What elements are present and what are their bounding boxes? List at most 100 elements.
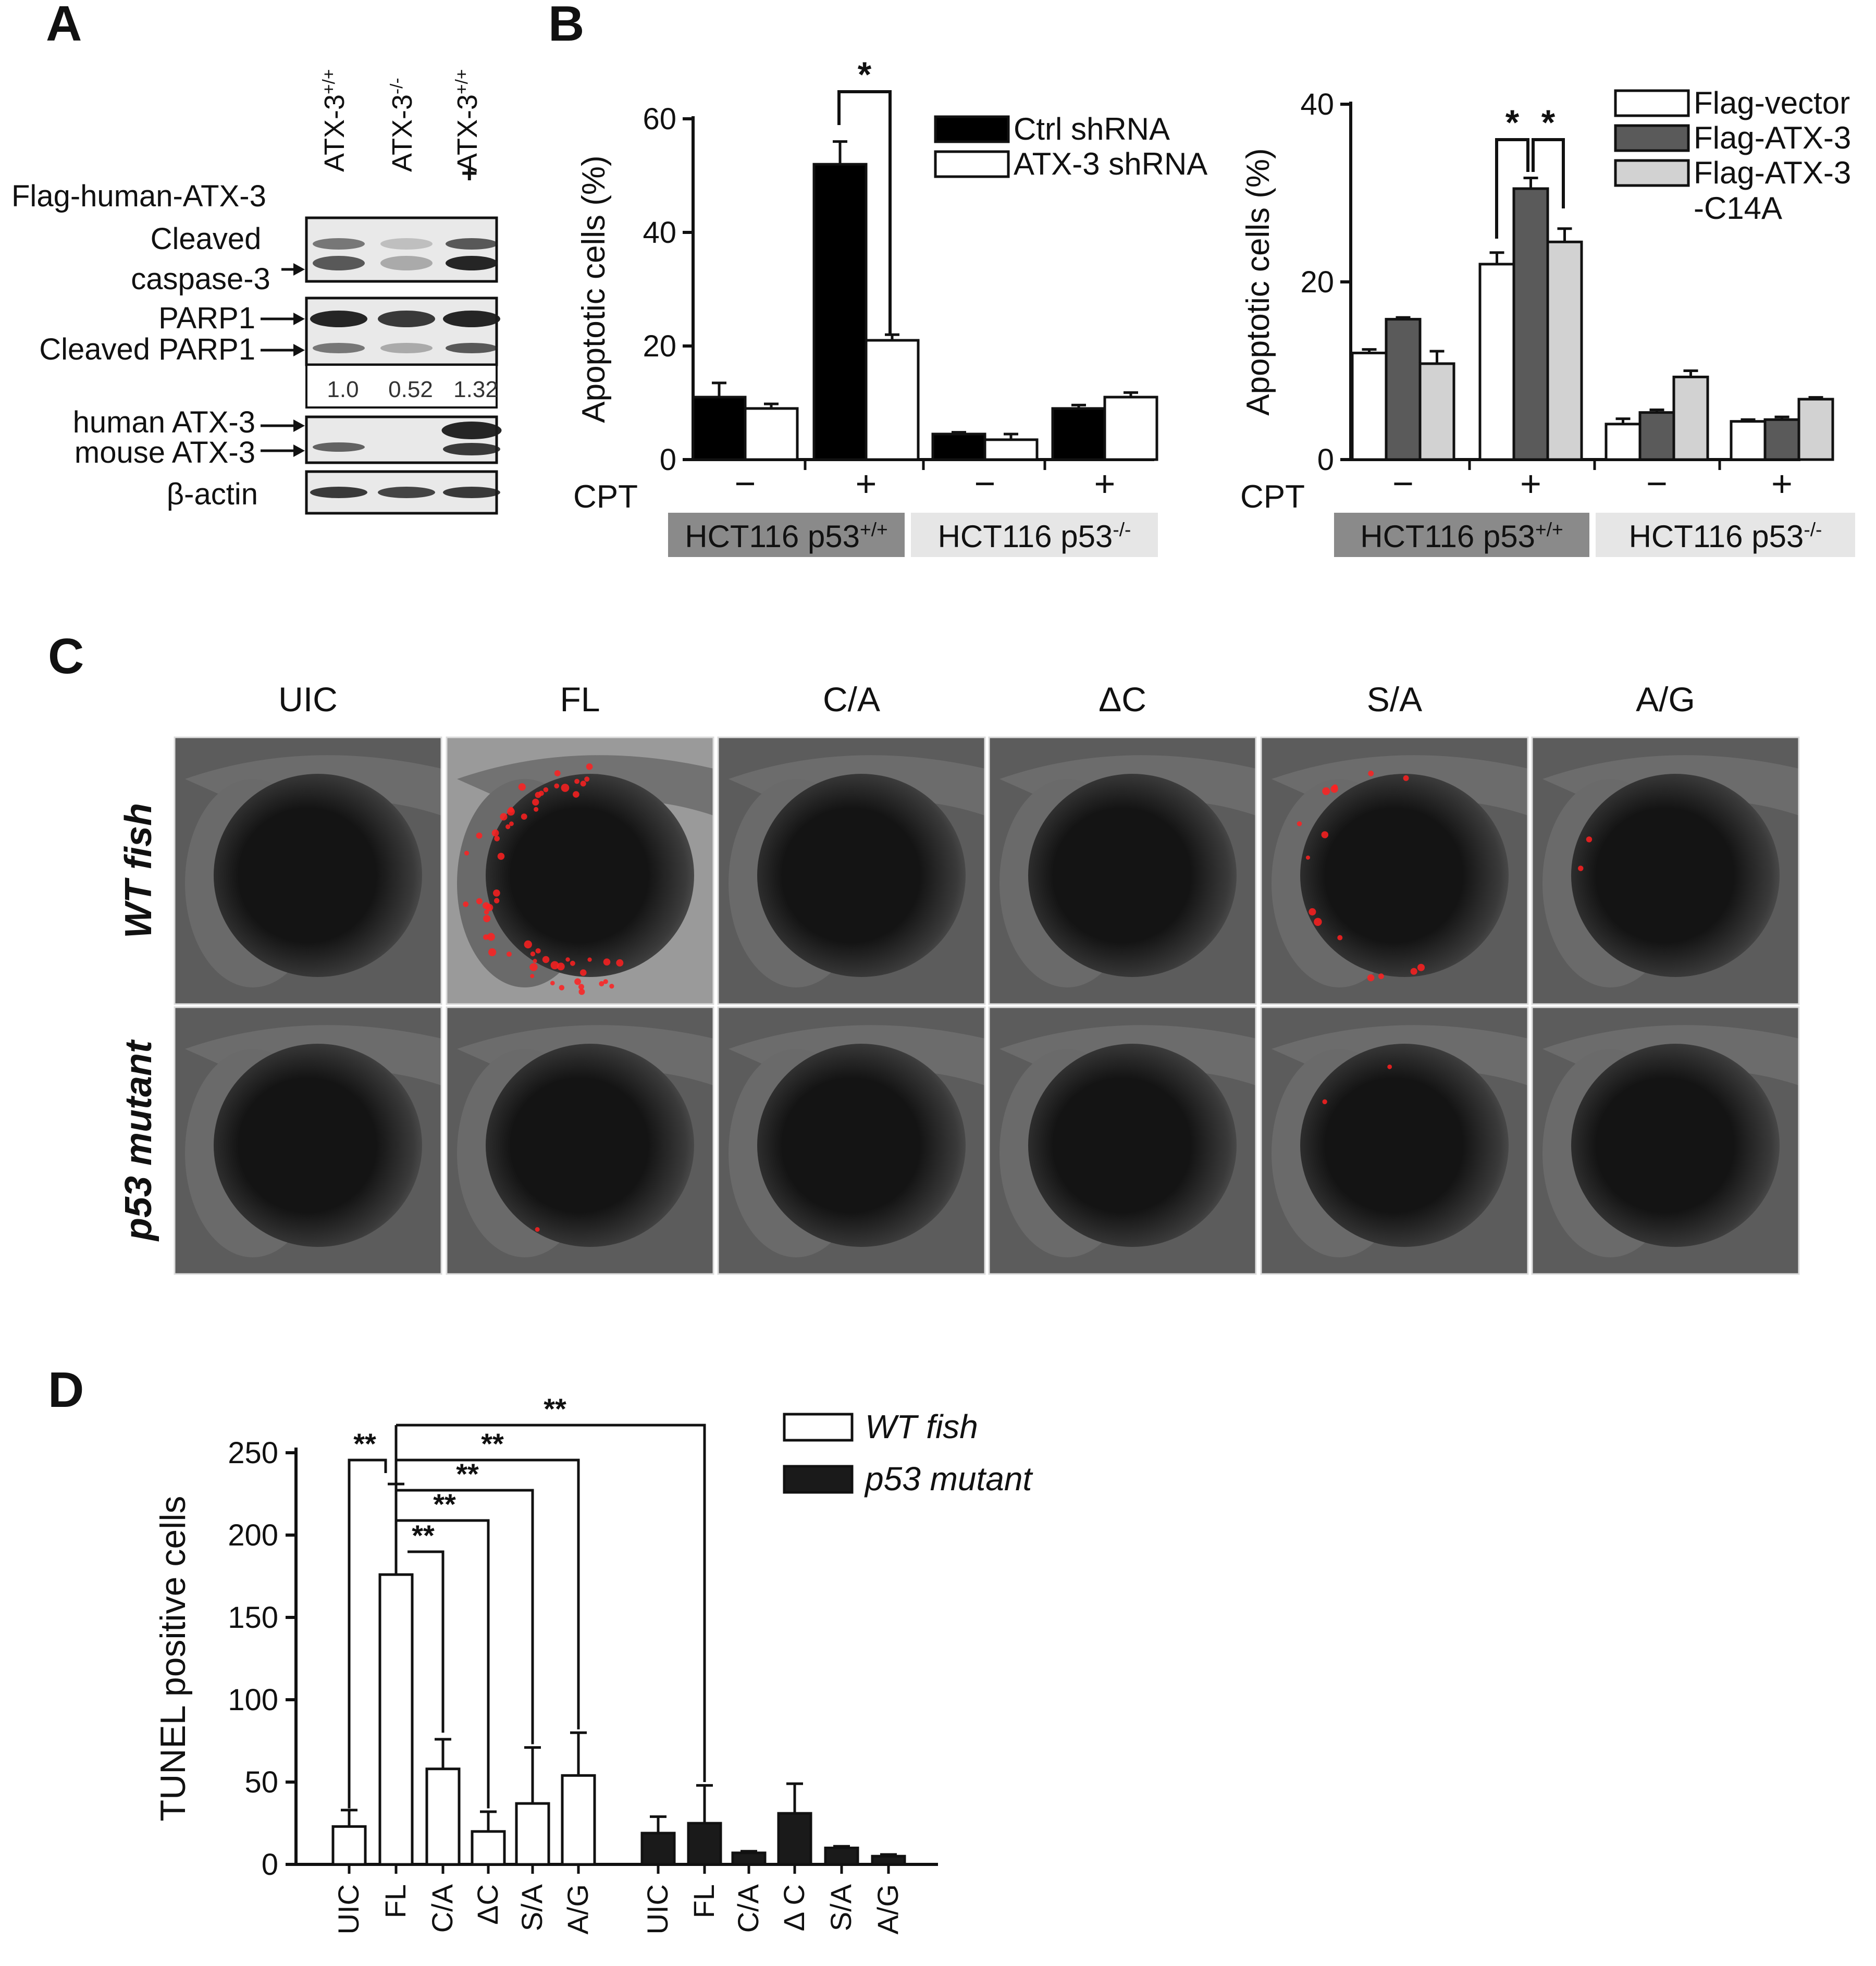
cell-line-box: [668, 513, 905, 557]
x-tick-label: Δ C: [777, 1884, 810, 1931]
image-border: [1260, 1006, 1529, 1275]
embryo-image: [1260, 1006, 1529, 1275]
band-caspase-upper: [446, 238, 498, 250]
tunel-dot: [1322, 787, 1330, 795]
panel-letter-d: D: [48, 1362, 84, 1418]
band-caspase-lower: [380, 256, 433, 270]
tunel-dot: [505, 824, 511, 830]
image-border: [988, 1006, 1257, 1275]
tunel-dot: [535, 792, 541, 798]
cpt-label: CPT: [1240, 479, 1305, 515]
x-tick-label: C/A: [426, 1884, 459, 1933]
tunel-dot: [518, 783, 526, 791]
tunel-dot: [565, 957, 570, 962]
bar: [378, 1573, 414, 1866]
tunel-dot: [476, 898, 483, 905]
band-cleaved-parp1: [380, 343, 433, 353]
bar: [1512, 187, 1549, 461]
cell-line-box: [911, 513, 1158, 557]
bar: [824, 1846, 859, 1866]
tunel-dot: [1403, 775, 1409, 781]
tunel-dot: [521, 813, 527, 820]
embryo-image: [174, 1006, 442, 1275]
label-base: HCT116 p53: [938, 519, 1113, 554]
bar: [1730, 420, 1767, 461]
cpt-sign: −: [1392, 463, 1414, 504]
legend-swatch: [783, 1465, 854, 1494]
band-caspase-lower: [446, 256, 498, 270]
legend-label: -C14A: [1694, 191, 1782, 226]
embryo-yolk: [1028, 1044, 1237, 1247]
y-axis-label: Apoptotic cells (%): [1240, 148, 1276, 415]
significance-mark: **: [481, 1427, 504, 1460]
image-border: [174, 1006, 442, 1275]
label-superscript: +/+: [452, 69, 472, 94]
bar: [561, 1774, 596, 1866]
tunel-dot: [616, 959, 624, 967]
lane-label: ATX-3+/+: [452, 69, 483, 172]
panel-a: ATX-3+/+ATX-3-/-ATX-3+/+Flag-human-ATX-3…: [11, 69, 502, 515]
legend-label: Flag-vector: [1694, 85, 1850, 120]
embryo-yolk: [1300, 774, 1509, 977]
significance-bracket: [396, 1489, 534, 1745]
significance-mark: **: [353, 1427, 376, 1460]
bar: [640, 1832, 676, 1866]
label-superscript: +/+: [1535, 518, 1563, 540]
tunel-dot: [609, 983, 614, 989]
arrow-head: [293, 344, 305, 356]
tunel-dot: [476, 832, 483, 839]
tunel-dot: [1322, 1099, 1327, 1105]
tunel-dot: [494, 835, 500, 842]
embryo-image: [1260, 736, 1529, 1005]
tunel-dot: [535, 948, 541, 954]
panel-c: UIC FL C/A ΔC S/A A/G WT fish p53 mutant: [118, 680, 1800, 1275]
bar: [865, 339, 920, 461]
tunel-dot: [1314, 918, 1322, 926]
cpt-sign: −: [1646, 463, 1668, 504]
band-human-atx3-lower: [443, 443, 500, 455]
tunel-dot: [1387, 1064, 1392, 1069]
significance-mark: **: [433, 1488, 456, 1520]
tunel-dot: [584, 776, 590, 782]
blot-label: caspase-3: [131, 262, 270, 296]
image-border: [988, 736, 1257, 1005]
quant-box: [305, 364, 498, 409]
tunel-dot: [1586, 836, 1593, 843]
bar: [687, 1822, 722, 1866]
cpt-sign: −: [974, 463, 996, 504]
label-base: ATX-3: [319, 94, 350, 172]
panel-letter-c: C: [48, 628, 84, 684]
cpt-sign: −: [735, 463, 756, 504]
significance-mark: **: [456, 1457, 479, 1490]
significance-mark: **: [544, 1392, 566, 1425]
tunel-dot: [486, 904, 493, 911]
tunel-dot: [484, 909, 489, 915]
label-superscript: -/-: [387, 78, 406, 94]
embryo-yolk: [486, 774, 694, 977]
band-cleaved-parp1: [313, 343, 365, 353]
tunel-dot: [509, 821, 514, 826]
tunel-dot: [491, 829, 499, 837]
bar: [812, 163, 868, 461]
tunel-dot: [493, 898, 500, 904]
tunel-dot: [557, 962, 565, 971]
x-tick-label: FL: [687, 1884, 720, 1918]
embryo-yolk: [486, 1044, 694, 1247]
significance-bracket: [1495, 138, 1529, 239]
tunel-dot: [483, 914, 491, 922]
bar: [1763, 418, 1800, 461]
panel-letter-b: B: [548, 0, 584, 52]
tunel-dot: [550, 981, 555, 986]
cpt-sign: +: [1094, 463, 1116, 504]
panel-letter-a: A: [46, 0, 82, 52]
image-border: [174, 736, 442, 1005]
legend-swatch: [1614, 124, 1690, 152]
panel-d-chart: 0 50 100 150 200 250 TUNEL positive cells UIC FL…: [153, 1392, 1033, 1934]
image-border: [1531, 736, 1800, 1005]
label-superscript: -/-: [1804, 518, 1822, 540]
bar: [1103, 395, 1158, 461]
tunel-dot: [578, 988, 585, 995]
column-label: ΔC: [1099, 680, 1146, 719]
bar: [1478, 263, 1515, 461]
tunel-dot: [1305, 855, 1310, 860]
